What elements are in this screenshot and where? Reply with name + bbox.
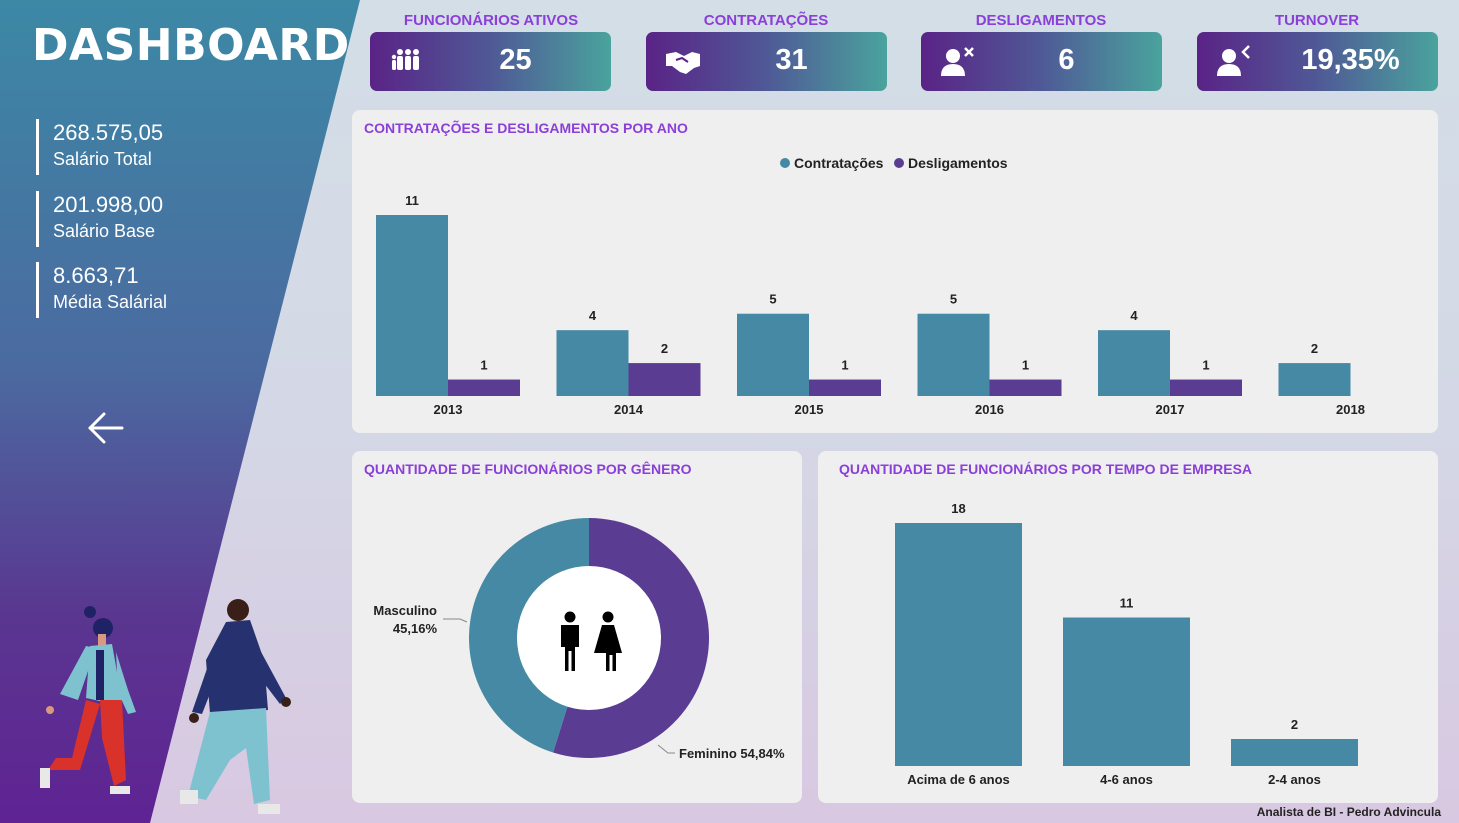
kpi-card-turnover: 19,35% (1197, 32, 1438, 91)
panel-tempo-empresa: QUANTIDADE DE FUNCIONÁRIOS POR TEMPO DE … (818, 451, 1438, 803)
bar-contratações-2017[interactable] (1098, 330, 1170, 396)
kpi-value: 19,35% (1301, 44, 1400, 76)
slice-value-masculino: 45,16% (393, 621, 438, 636)
data-label: 11 (405, 193, 419, 208)
bar-contratações-2015[interactable] (737, 313, 809, 396)
panel-genero: QUANTIDADE DE FUNCIONÁRIOS POR GÊNERO Ma… (352, 451, 802, 803)
legend-label-desligamentos: Desligamentos (908, 155, 1008, 171)
label-leader-feminino (657, 744, 675, 754)
data-label: 5 (769, 292, 776, 307)
x-tick-label: 4-6 anos (1100, 772, 1153, 787)
data-label: 2 (1291, 717, 1298, 732)
bar-desligamentos-2016[interactable] (989, 379, 1062, 396)
x-tick-label: 2015 (795, 402, 824, 417)
kpi-label-funcionarios: FUNCIONÁRIOS ATIVOS (403, 12, 579, 29)
x-tick-label: Acima de 6 anos (907, 772, 1010, 787)
slice-label-feminino-name: Feminino (679, 746, 737, 761)
handshake-icon (666, 52, 700, 74)
kpi-value: 6 (1058, 44, 1075, 76)
x-tick-label: 2018 (1336, 402, 1365, 417)
legend-swatch-desligamentos (894, 158, 904, 168)
bar-contratações-2013[interactable] (376, 215, 448, 396)
stat-salario-base: 201.998,00 Salário Base (36, 191, 256, 247)
bar-tenure-0[interactable] (895, 523, 1022, 766)
data-label: 4 (589, 308, 597, 323)
man-illustration (180, 599, 291, 814)
kpi-label-contratacoes: CONTRATAÇÕES (703, 12, 829, 29)
stat-label: Salário Base (53, 221, 156, 241)
stat-value: 268.575,05 (53, 120, 164, 145)
x-tick-label: 2-4 anos (1268, 772, 1321, 787)
data-label: 1 (1022, 358, 1029, 373)
bar-contratações-2016[interactable] (917, 313, 990, 396)
bar-contratações-2018[interactable] (1278, 363, 1351, 396)
bar-tenure-2[interactable] (1231, 739, 1358, 766)
bar-desligamentos-2013[interactable] (448, 379, 520, 396)
kpi-card-funcionarios: 25 (370, 32, 611, 91)
chart-title: QUANTIDADE DE FUNCIONÁRIOS POR TEMPO DE … (839, 461, 1253, 477)
chart-title: QUANTIDADE DE FUNCIONÁRIOS POR GÊNERO (364, 461, 692, 477)
bar-tenure-1[interactable] (1063, 617, 1190, 767)
chart-title: CONTRATAÇÕES E DESLIGAMENTOS POR ANO (364, 120, 688, 136)
x-tick-label: 2017 (1156, 402, 1185, 417)
x-tick-label: 2014 (614, 402, 644, 417)
data-label: 18 (951, 501, 965, 516)
donut-hole (517, 566, 661, 710)
kpi-label-desligamentos: DESLIGAMENTOS (975, 12, 1107, 29)
chart-legend: Contratações Desligamentos (780, 155, 1008, 171)
sidebar-background (0, 0, 360, 823)
kpi-value: 31 (775, 44, 808, 76)
user-remove-icon (941, 47, 974, 76)
stat-salario-total: 268.575,05 Salário Total (36, 119, 256, 175)
man-woman-icon (561, 611, 622, 671)
stat-label: Média Salárial (53, 292, 168, 312)
x-tick-label: 2016 (975, 402, 1004, 417)
woman-illustration (40, 606, 136, 794)
chart-tempo-empresa: 18 Acima de 6 anos 11 4-6 anos 2 2-4 anos (895, 501, 1358, 787)
bar-desligamentos-2015[interactable] (809, 379, 881, 396)
data-label: 11 (1120, 596, 1134, 611)
data-label: 1 (841, 358, 848, 373)
dashboard-title: DASHBOARD (32, 20, 350, 71)
stat-label: Salário Total (53, 149, 152, 169)
stat-media-salarial: 8.663,71 Média Salárial (36, 262, 256, 318)
data-label: 2 (1311, 341, 1318, 356)
data-label: 2 (661, 341, 668, 356)
slice-label-masculino: Masculino (373, 603, 437, 618)
arrow-left-icon[interactable] (86, 408, 126, 448)
kpi-value: 25 (499, 44, 532, 76)
kpi-label-turnover: TURNOVER (1274, 12, 1360, 29)
kpi-card-contratacoes: 31 (646, 32, 887, 91)
legend-label-contratacoes: Contratações (794, 155, 884, 171)
bar-contratações-2014[interactable] (556, 330, 629, 396)
kpi-card-desligamentos: 6 (921, 32, 1162, 91)
slice-value-feminino: 54,84% (740, 746, 785, 761)
data-label: 1 (1202, 358, 1209, 373)
x-tick-label: 2013 (434, 402, 463, 417)
people-group-icon (391, 49, 419, 70)
chart-contratacoes-desligamentos: Contratações Desligamentos 1112013422014… (376, 155, 1365, 417)
chart-genero: Masculino 45,16% Feminino 54,84% (373, 518, 785, 761)
panel-contratacoes-desligamentos: CONTRATAÇÕES E DESLIGAMENTOS POR ANO Con… (352, 110, 1438, 433)
stat-value: 8.663,71 (53, 263, 139, 288)
bar-desligamentos-2017[interactable] (1170, 379, 1242, 396)
user-exit-icon (1217, 45, 1250, 76)
data-label: 5 (950, 292, 957, 307)
stat-value: 201.998,00 (53, 192, 164, 217)
legend-swatch-contratacoes (780, 158, 790, 168)
label-leader-masculino (443, 618, 468, 623)
slice-label-feminino: Feminino 54,84% (679, 746, 785, 761)
bar-desligamentos-2014[interactable] (628, 363, 701, 396)
data-label: 1 (480, 358, 487, 373)
footer-credit: Analista de BI - Pedro Advincula (1256, 805, 1441, 819)
data-label: 4 (1130, 308, 1138, 323)
